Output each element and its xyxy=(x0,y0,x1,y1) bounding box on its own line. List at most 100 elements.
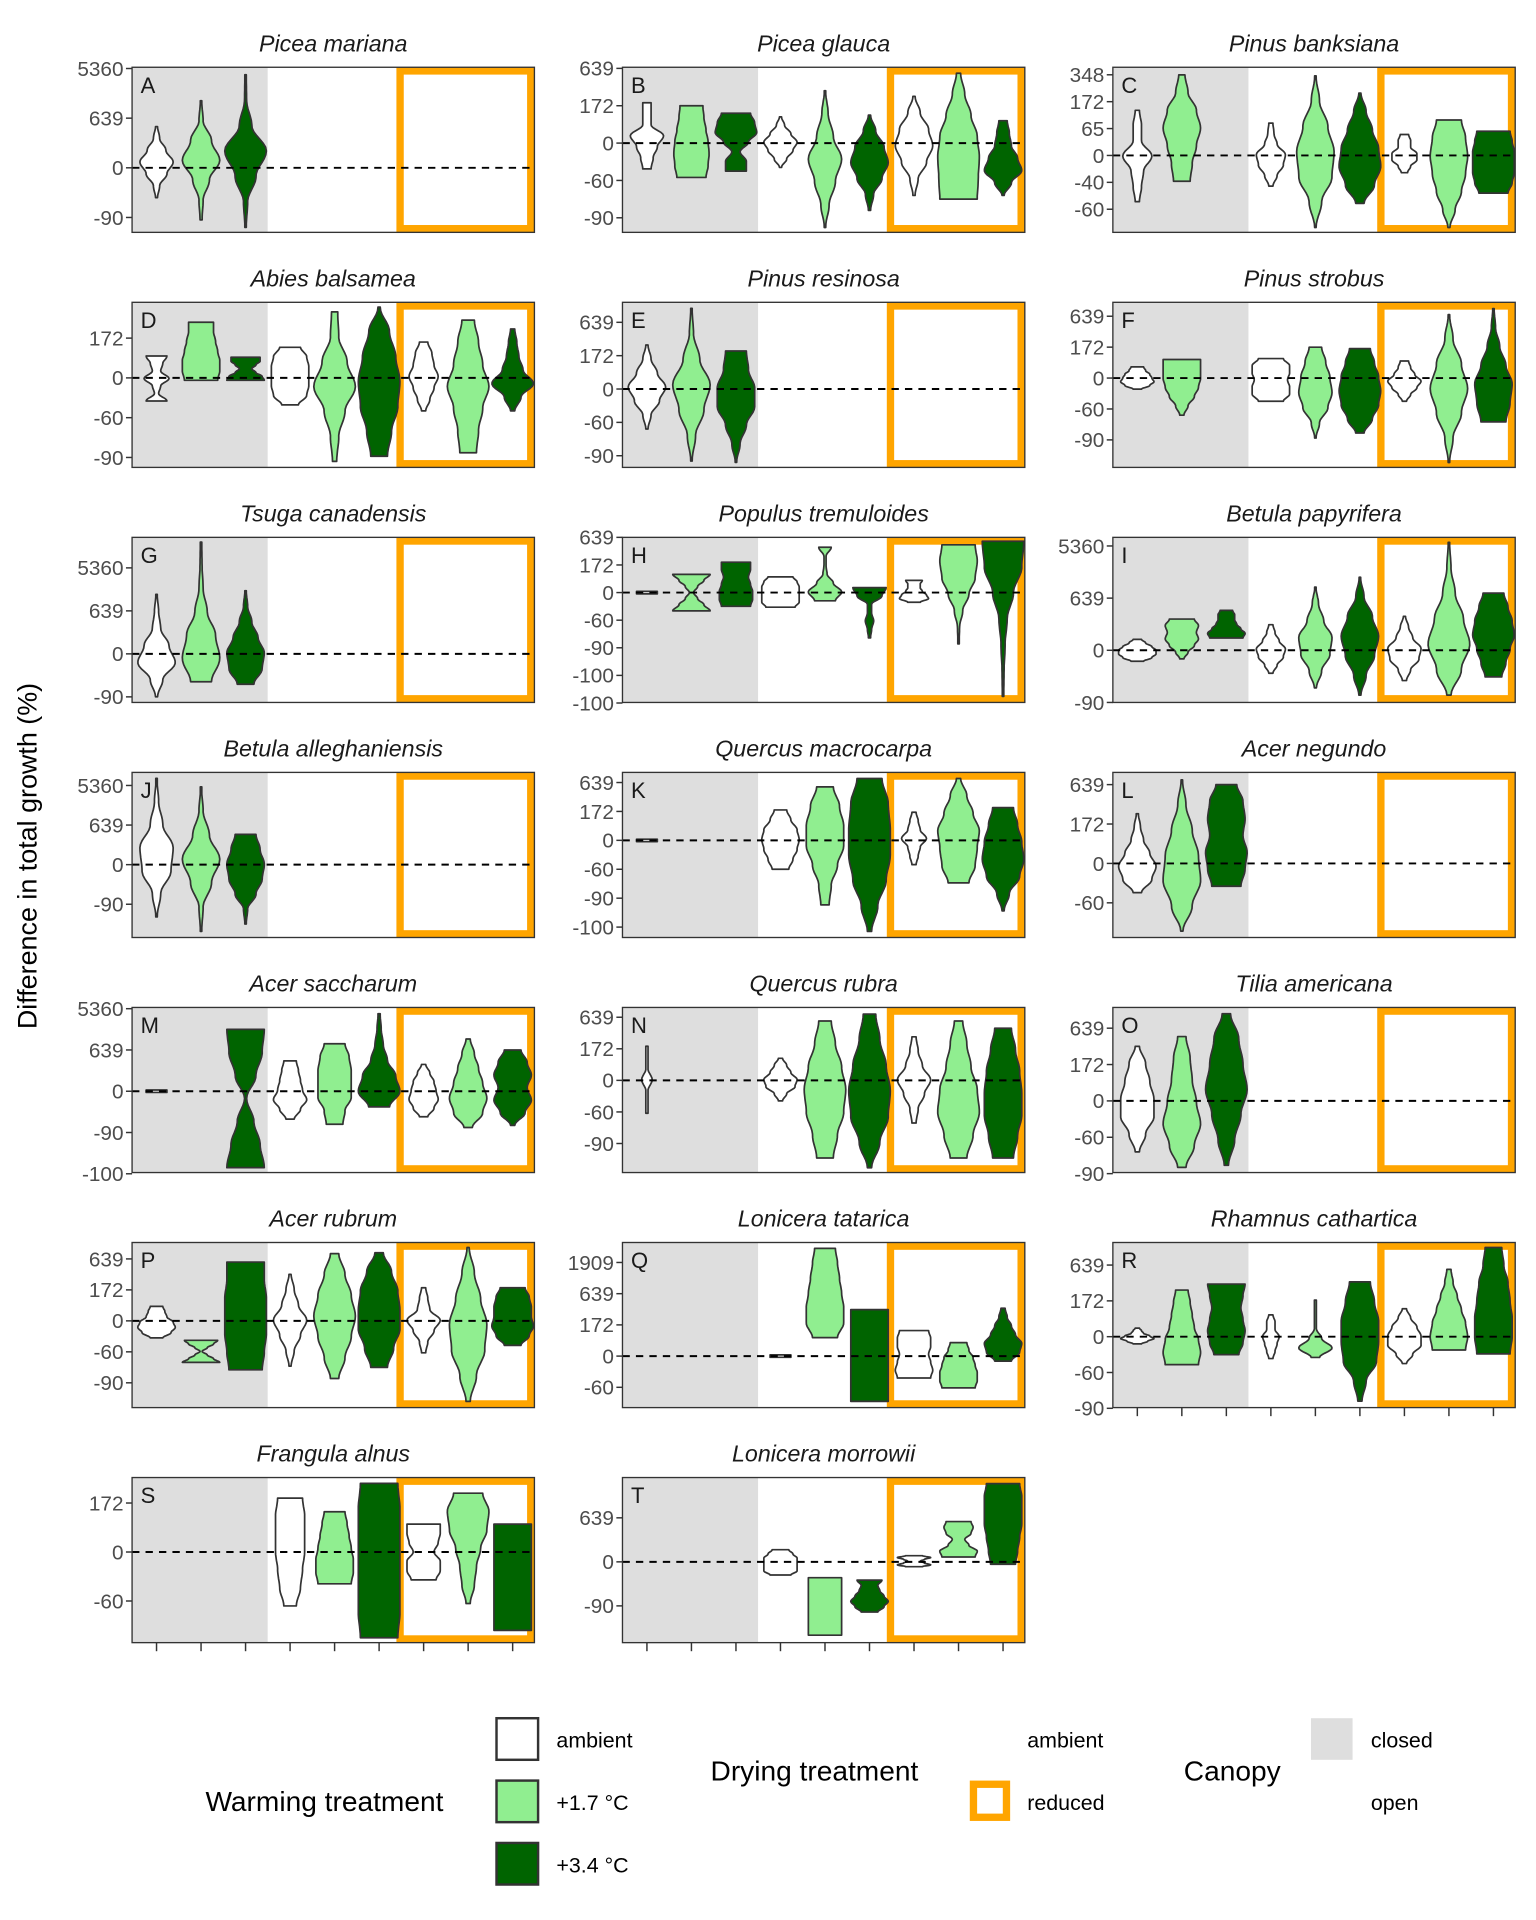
panel-title: Acer negundo xyxy=(1240,736,1387,762)
violin-B-4 xyxy=(762,116,798,169)
closed-canopy-region xyxy=(132,1477,268,1643)
panel-title: Pinus banksiana xyxy=(1229,30,1399,56)
y-tick-label: 639 xyxy=(579,1007,614,1030)
violin-D-9 xyxy=(491,328,535,412)
violin-N-5 xyxy=(803,1020,847,1159)
violin-P-8 xyxy=(448,1246,488,1403)
y-tick-label: 0 xyxy=(1093,853,1105,876)
panel-border xyxy=(1112,1241,1516,1409)
violin-K-5 xyxy=(805,785,845,906)
y-tick-label: 0 xyxy=(112,157,124,180)
y-tick-label: 639 xyxy=(1070,774,1105,797)
reduced-drying-box xyxy=(1377,1007,1516,1173)
panel-border xyxy=(1112,536,1516,704)
violin-B-2 xyxy=(672,104,710,179)
y-tick-label: -90 xyxy=(1074,429,1104,452)
panel-letter: O xyxy=(1121,1013,1138,1038)
y-tick-label: -90 xyxy=(94,1372,124,1395)
violin-F-7 xyxy=(1386,360,1422,403)
panel-F: Pinus strobus 639 172 0 -60 -90 F xyxy=(1070,265,1516,469)
y-tick-label: 172 xyxy=(1070,1290,1105,1313)
legend-key-p17 xyxy=(495,1779,540,1824)
y-tick-label: -60 xyxy=(94,407,124,430)
y-tick-label: 172 xyxy=(579,345,614,368)
y-tick-label: 172 xyxy=(89,327,124,350)
panel-border xyxy=(1112,66,1516,234)
panel-border xyxy=(131,301,536,469)
closed-canopy-region xyxy=(622,772,759,938)
violin-Q-8 xyxy=(938,1341,979,1389)
violin-I-8 xyxy=(1427,541,1471,696)
legend: Warming treatment ambient +1.7 °C +3.4 °… xyxy=(205,1716,1433,1886)
y-tick-label: 639 xyxy=(579,58,614,81)
y-tick-label: 639 xyxy=(579,312,614,335)
violin-P-7 xyxy=(406,1286,442,1354)
y-tick-label: 172 xyxy=(579,1314,614,1337)
y-tick-label: 0 xyxy=(112,643,124,666)
violin-S-9 xyxy=(493,1523,533,1632)
y-tick-label: -90 xyxy=(94,447,124,470)
y-tick-label: 172 xyxy=(1070,1054,1105,1077)
y-tick-label: 5360 xyxy=(1058,535,1104,558)
y-tick-label: -90 xyxy=(584,1595,614,1618)
violin-R-7 xyxy=(1386,1307,1422,1365)
legend-key-ambient xyxy=(495,1716,540,1762)
y-tick-label: 172 xyxy=(579,554,614,577)
y-tick-label: 0 xyxy=(112,1081,124,1104)
y-tick-label: -100 xyxy=(572,916,614,939)
violin-S-8 xyxy=(446,1492,490,1605)
panel-border xyxy=(131,66,536,234)
violin-C-7 xyxy=(1391,133,1418,174)
panel-title: Quercus macrocarpa xyxy=(715,736,932,762)
y-tick-label: 639 xyxy=(89,107,124,130)
violin-N-9 xyxy=(983,1027,1023,1159)
panel-title: Rhamnus cathartica xyxy=(1211,1206,1418,1232)
panel-title: Lonicera morrowii xyxy=(732,1441,916,1467)
violin-H-6 xyxy=(852,586,887,639)
violin-O-1 xyxy=(1119,1045,1155,1153)
violin-P-6 xyxy=(357,1251,401,1369)
panel-S: Frangula alnus 172 0 -60 S xyxy=(89,1441,536,1652)
y-tick-label: 639 xyxy=(1070,1254,1105,1277)
legend-key-closed xyxy=(1310,1718,1353,1760)
violin-T-9 xyxy=(983,1482,1023,1566)
violin-Q-5 xyxy=(805,1247,845,1339)
panel-Q: Lonicera tatarica 1909 639 172 0 -60 Q xyxy=(568,1206,1026,1409)
violin-K-7 xyxy=(900,811,928,866)
violin-G-1 xyxy=(137,593,176,698)
legend-canopy-title: Canopy xyxy=(1184,1756,1281,1787)
panel-border xyxy=(621,66,1026,234)
violin-N-4 xyxy=(762,1057,798,1102)
y-tick-label: 0 xyxy=(112,1310,124,1333)
legend-label-open: open xyxy=(1371,1791,1419,1815)
violin-S-5 xyxy=(315,1510,355,1585)
panel-border xyxy=(621,1476,1026,1644)
violin-M-5 xyxy=(317,1042,353,1126)
y-tick-label: 639 xyxy=(579,1507,614,1530)
panels: Picea mariana 5360 639 0 -90 A Picea glauca 639… xyxy=(77,30,1516,1652)
panel-border xyxy=(621,771,1026,939)
violin-O-2 xyxy=(1162,1035,1202,1169)
violin-R-2 xyxy=(1162,1289,1202,1366)
panel-letter: H xyxy=(631,543,647,568)
legend-label-p17: +1.7 °C xyxy=(556,1791,628,1815)
panel-letter: L xyxy=(1121,778,1133,803)
violin-R-8 xyxy=(1429,1268,1469,1351)
reduced-drying-box xyxy=(396,537,535,703)
violin-P-2 xyxy=(181,1339,221,1364)
y-tick-label: -90 xyxy=(1074,1163,1104,1186)
panel-letter: F xyxy=(1121,308,1134,333)
violin-K-4 xyxy=(760,809,801,871)
y-tick-label: -60 xyxy=(94,1590,124,1613)
y-tick-label: 639 xyxy=(89,1248,124,1271)
panel-border xyxy=(131,1006,536,1174)
panel-O: Tilia americana 639 172 0 -60 -90 O xyxy=(1070,971,1516,1186)
panel-border xyxy=(131,536,536,704)
y-tick-label: -60 xyxy=(94,1341,124,1364)
panel-title: Quercus rubra xyxy=(749,971,897,997)
violin-R-6 xyxy=(1340,1281,1380,1402)
panel-C: Pinus banksiana 348 172 65 0 -40 -60 C xyxy=(1070,30,1516,234)
y-tick-label: 639 xyxy=(1070,1018,1105,1041)
panel-title: Tsuga canadensis xyxy=(240,500,427,526)
y-tick-label: -100 xyxy=(572,665,614,688)
